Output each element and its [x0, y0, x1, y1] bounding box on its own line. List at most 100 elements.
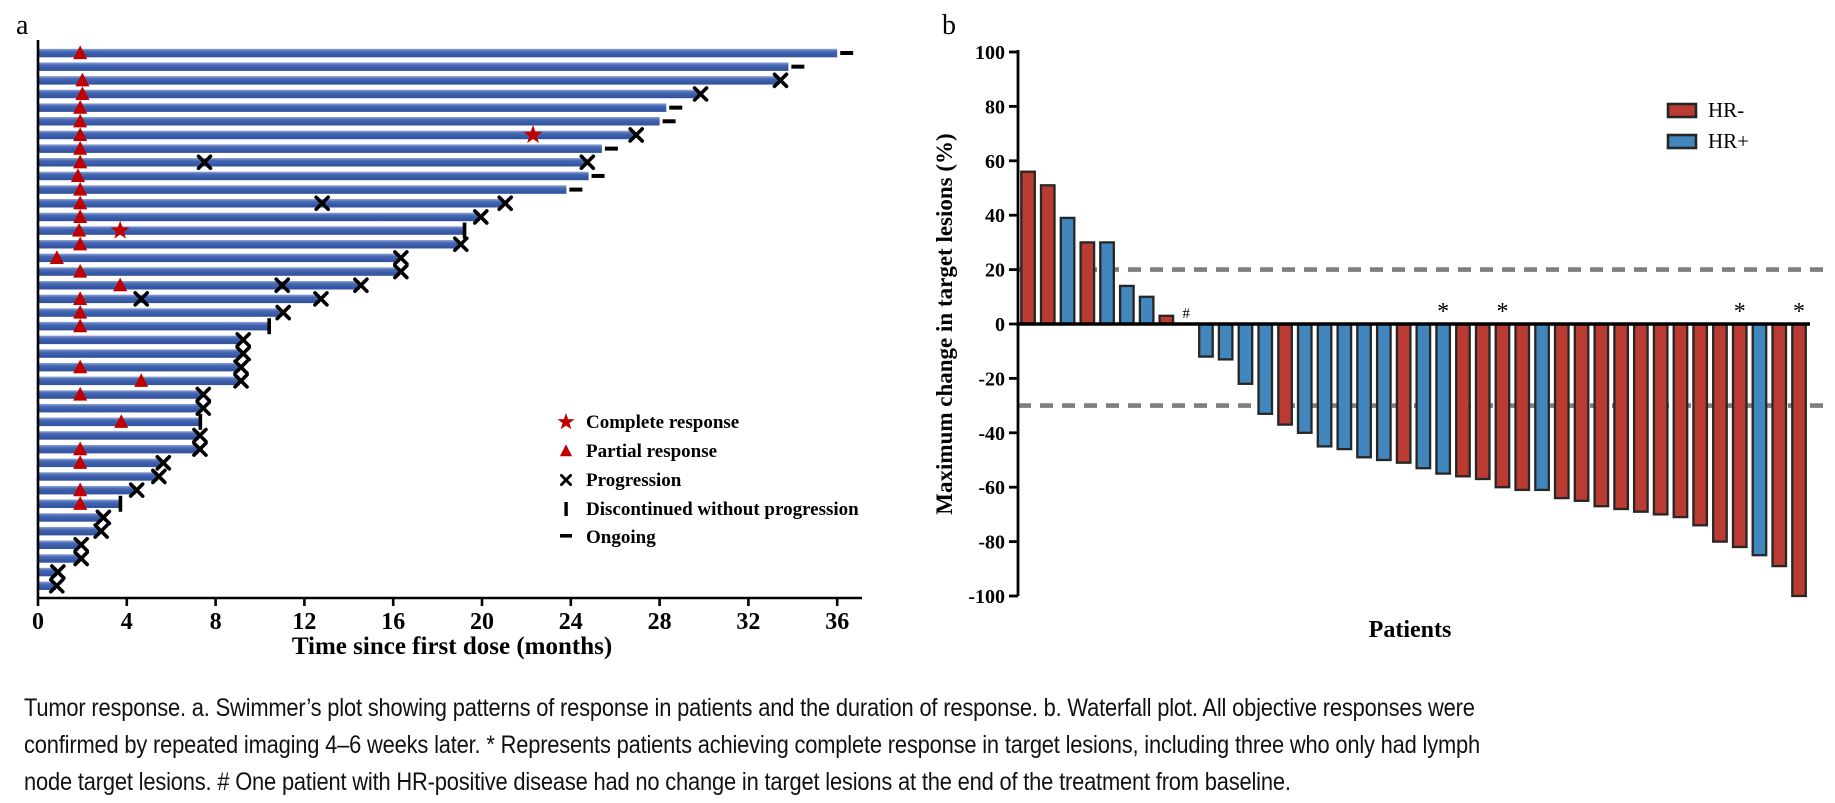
y-tick-label: -60	[978, 477, 1005, 499]
complete-response-asterisk: *	[1437, 299, 1449, 325]
swimmer-bar	[38, 103, 667, 112]
y-tick-label: 100	[975, 42, 1005, 64]
progression-end-marker	[195, 400, 212, 416]
swimmer-bar	[38, 185, 567, 194]
progression-end-marker	[95, 509, 112, 526]
y-tick-label: -100	[968, 586, 1005, 608]
swimmer-plot-panel: a 0 4 8 12 16 20 24 28 32 36 Time since first dose …	[0, 0, 912, 662]
swimmer-bar	[38, 540, 81, 549]
waterfall-bar	[1316, 322, 1333, 448]
waterfall-y-axis-title: Maximum change in target lesions (%)	[932, 133, 957, 514]
waterfall-bar	[1395, 322, 1412, 464]
x-tick-label: 36	[825, 609, 849, 635]
waterfall-bar	[1731, 322, 1748, 549]
waterfall-bar	[1613, 322, 1630, 511]
partial-response-marker	[73, 100, 88, 114]
partial-response-marker	[73, 386, 88, 401]
waterfall-bar	[1237, 322, 1254, 385]
swimmer-bar	[38, 212, 480, 222]
discontinued-end-marker	[118, 495, 123, 512]
x-tick-label: 12	[292, 609, 316, 635]
partial-response-marker	[73, 236, 88, 251]
waterfall-bar	[1277, 322, 1293, 426]
y-tick-label: -80	[978, 532, 1005, 554]
ongoing-end-marker	[669, 105, 683, 110]
waterfall-bar	[1553, 322, 1570, 500]
progression-end-marker	[353, 277, 369, 294]
progression-end-marker	[48, 577, 65, 594]
progression-end-marker	[93, 523, 109, 539]
partial-response-marker	[73, 455, 88, 469]
swimmer-bar	[38, 294, 320, 304]
progression-end-marker	[275, 304, 291, 321]
swimmer-bar	[38, 321, 269, 331]
progression-end-marker	[73, 536, 89, 553]
progression-end-marker	[692, 86, 709, 102]
complete-response-asterisk: *	[1793, 299, 1805, 325]
caption-line-3: node target lesions. # One patient with …	[24, 768, 1291, 796]
swimmer-bar	[38, 485, 136, 495]
waterfall-bar	[1138, 295, 1155, 326]
ongoing-end-marker	[662, 119, 676, 124]
waterfall-legend-swatch	[1666, 133, 1698, 150]
progression-end-marker	[235, 332, 252, 348]
swimmer-bar	[38, 472, 158, 481]
partial-response-marker	[73, 318, 88, 333]
partial-response-marker	[73, 263, 88, 278]
swimmer-bar	[38, 171, 589, 181]
x-tick-label: 32	[736, 609, 760, 635]
progression-end-marker	[235, 345, 252, 362]
swimmer-bar	[38, 253, 400, 263]
partial-response-marker	[134, 373, 149, 387]
swimmer-bar	[38, 362, 240, 372]
progression-marker	[196, 154, 213, 171]
y-tick-label: 80	[985, 96, 1005, 118]
swimmer-bar	[38, 390, 203, 399]
waterfall-bar	[1296, 322, 1313, 434]
partial-response-marker	[73, 127, 88, 142]
waterfall-bar	[1356, 322, 1372, 459]
partial-response-marker	[73, 113, 88, 128]
waterfall-bar	[1039, 184, 1056, 326]
swimmer-bar	[38, 144, 602, 153]
swimmer-bar	[38, 199, 505, 208]
waterfall-plot-panel: b # * * * * 100 80 60 40 20 0 -20 -40 -60 -80 -100 Maximu…	[920, 0, 1835, 662]
progression-end-marker	[73, 550, 89, 567]
partial-response-marker	[113, 277, 128, 292]
waterfall-bar	[1415, 322, 1432, 470]
waterfall-legend-label: HR-	[1708, 98, 1744, 122]
swimmer-bar	[38, 458, 163, 468]
swimmer-bar	[38, 444, 199, 454]
waterfall-bar	[1494, 322, 1511, 489]
progression-end-marker	[233, 359, 249, 375]
progression-end-marker	[50, 564, 66, 580]
swimmer-bar	[38, 76, 780, 85]
complete-response-marker	[110, 220, 130, 239]
waterfall-bar	[1474, 322, 1491, 481]
swimmer-x-axis-title: Time since first dose (months)	[292, 633, 612, 660]
waterfall-plot: b # * * * * 100 80 60 40 20 0 -20 -40 -60 -80 -100 Maximu…	[932, 10, 1823, 643]
swimmer-bar	[38, 431, 199, 440]
legend-triangle-icon	[559, 444, 573, 457]
figure-caption: Tumor response. a. Swimmer’s plot showin…	[24, 690, 1564, 801]
progression-end-marker	[192, 427, 208, 444]
waterfall-legend-label: HR+	[1708, 129, 1749, 153]
waterfall-bar	[1455, 322, 1471, 478]
swimmer-bar	[38, 554, 81, 563]
y-tick-label: 40	[985, 205, 1005, 227]
discontinued-end-marker	[267, 318, 271, 335]
waterfall-bar	[1632, 322, 1649, 513]
partial-response-marker	[73, 291, 88, 305]
x-tick-label: 8	[210, 609, 222, 635]
no-change-hash: #	[1182, 306, 1190, 322]
partial-response-marker	[73, 182, 88, 196]
partial-response-marker	[49, 250, 64, 264]
x-tick-label: 28	[648, 609, 672, 635]
waterfall-bar	[1514, 322, 1531, 492]
swimmer-bar	[38, 240, 460, 249]
legend-label: Complete response	[586, 412, 739, 433]
ongoing-end-marker	[791, 64, 805, 69]
partial-response-marker	[73, 209, 88, 223]
waterfall-bar	[1692, 322, 1709, 527]
waterfall-bar	[1771, 322, 1788, 568]
